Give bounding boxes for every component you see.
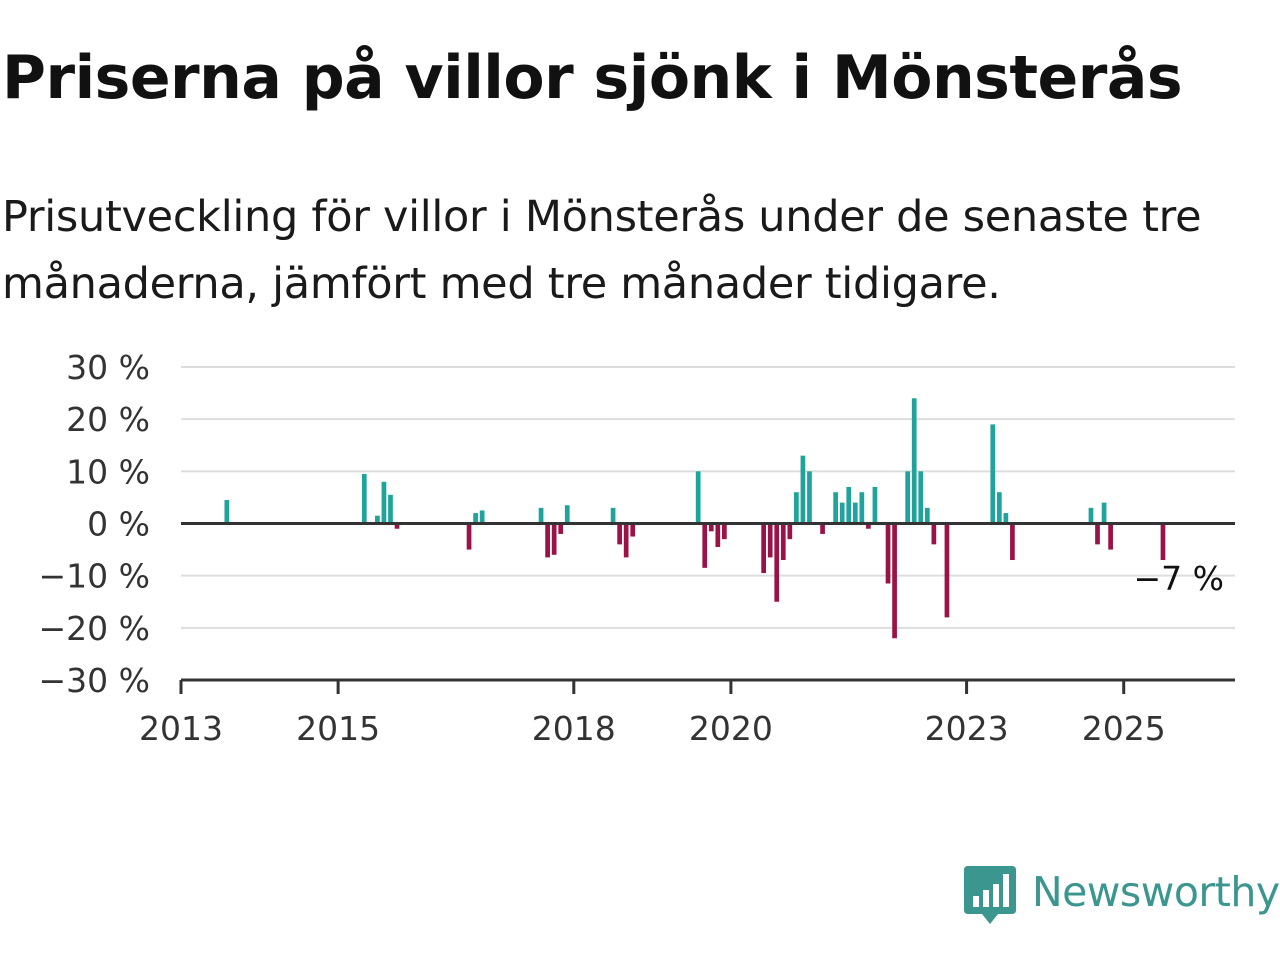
y-tick-label: 20 % — [66, 400, 150, 439]
bar — [551, 523, 557, 555]
grid-lines — [181, 366, 1235, 629]
bar — [623, 523, 629, 558]
bar — [361, 473, 367, 524]
bar — [1101, 502, 1107, 524]
bar — [839, 502, 845, 524]
bar — [787, 523, 793, 540]
bar — [885, 523, 891, 584]
bar — [990, 424, 996, 524]
bar — [473, 513, 478, 524]
bar — [558, 523, 564, 534]
bar — [767, 523, 773, 558]
x-tick-label: 2020 — [689, 709, 773, 748]
chart-subtitle: Prisutveckling för villor i Mönsterås un… — [2, 192, 1202, 309]
bar — [820, 523, 825, 534]
logo-text: Newsworthy — [1032, 868, 1280, 916]
bar — [794, 492, 799, 524]
bar — [224, 500, 230, 524]
bar — [381, 481, 387, 524]
bar — [852, 502, 858, 524]
bar — [1160, 523, 1166, 561]
bar — [905, 471, 911, 524]
last-value-label: −7 % — [1134, 559, 1225, 598]
y-axis-tick-labels: 30 % 20 % 10 % 0 % −10 % −20 % −30 % — [39, 348, 151, 700]
bar — [924, 507, 930, 524]
bar — [846, 486, 852, 524]
bar — [996, 492, 1002, 524]
bar — [931, 523, 937, 545]
newsworthy-logo: Newsworthy — [964, 865, 1280, 927]
y-tick-label: −20 % — [39, 609, 151, 648]
bar — [1108, 523, 1113, 550]
bar — [388, 494, 393, 524]
bar — [564, 505, 570, 524]
bar — [780, 523, 786, 561]
bar — [892, 523, 897, 639]
x-tick-label: 2013 — [139, 709, 223, 748]
bar — [722, 523, 727, 540]
chart-title: Priserna på villor sjönk i Mönsterås — [2, 43, 1183, 113]
bar — [375, 515, 380, 524]
bar — [911, 398, 917, 524]
bar — [702, 523, 708, 568]
bar — [807, 471, 812, 524]
bar — [1088, 507, 1094, 524]
bar — [1003, 513, 1009, 524]
bar — [859, 492, 865, 524]
bar — [695, 471, 701, 524]
bar — [833, 492, 839, 524]
x-tick-label: 2025 — [1082, 709, 1166, 748]
bar — [630, 523, 636, 537]
bar — [715, 523, 721, 547]
y-tick-label: 10 % — [66, 452, 150, 491]
bar — [617, 523, 622, 545]
bar — [394, 523, 400, 529]
bar — [944, 523, 950, 618]
x-tick-label: 2023 — [925, 709, 1009, 748]
bar — [866, 523, 871, 529]
bar — [466, 523, 472, 550]
bar — [800, 455, 806, 524]
bar — [610, 507, 616, 524]
y-tick-label: −10 % — [39, 557, 151, 596]
bar — [538, 507, 544, 524]
y-tick-label: 0 % — [87, 505, 150, 544]
bar — [479, 510, 485, 524]
x-axis-tick-labels: 2013 2015 2018 2020 2023 2025 — [139, 709, 1166, 748]
axes — [179, 522, 1235, 694]
bar-chart: 30 %20 %10 %0 %−10 %−20 %−30 % 2013 2015 2… — [39, 348, 1235, 748]
bar — [1095, 523, 1100, 545]
newsworthy-chart-bubble-icon — [964, 866, 1016, 924]
x-tick-label: 2015 — [296, 709, 380, 748]
bar — [1010, 523, 1015, 561]
bar — [708, 523, 714, 532]
x-tick-label: 2018 — [532, 709, 616, 748]
y-tick-label: 30 % — [66, 348, 150, 387]
bars — [224, 398, 1166, 639]
bar — [761, 523, 766, 574]
bar — [872, 486, 878, 524]
y-tick-label: −30 % — [39, 661, 151, 700]
bar — [545, 523, 550, 558]
bar — [774, 523, 780, 602]
bar — [918, 471, 924, 524]
